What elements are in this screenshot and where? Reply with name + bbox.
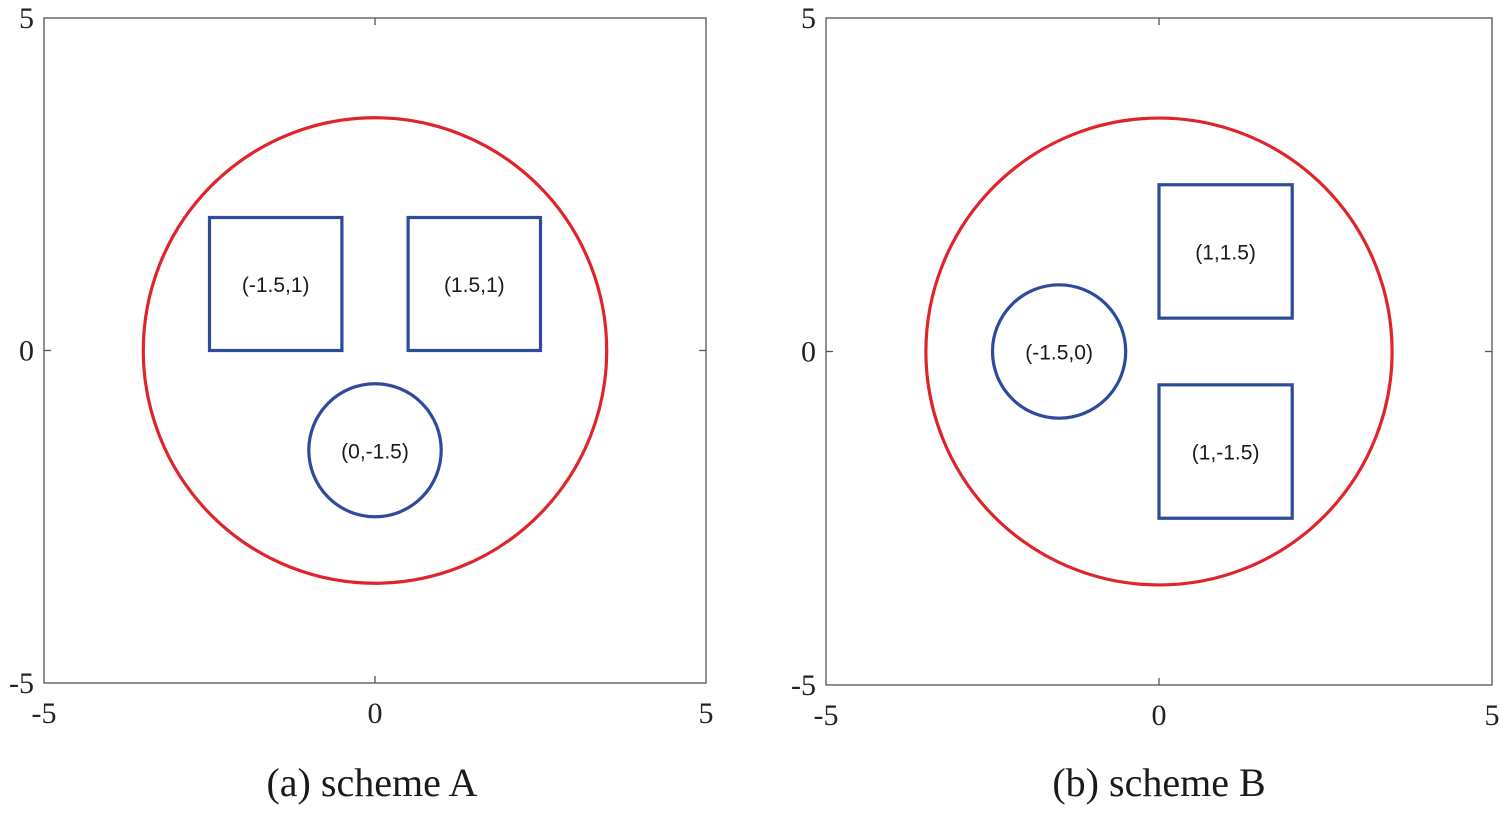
obstacle-square [207,215,344,353]
y-tick-label: -5 [791,669,816,702]
obstacle-center-label: (1.5,1) [444,274,505,297]
obstacle-center-label: (-1.5,0) [1025,342,1093,365]
obstacle-center-label: (-1.5,1) [242,274,310,297]
domain-boundary-circle [141,116,609,585]
obstacle-center-label: (1,1.5) [1195,241,1256,264]
y-tick-label: 0 [19,335,34,368]
y-tick-label: 5 [19,2,34,35]
obstacle-center-label: (0,-1.5) [341,440,409,463]
obstacle-circle [990,283,1128,420]
obstacle-square [1157,183,1294,320]
obstacle-square [406,215,543,353]
domain-boundary-circle [924,116,1394,587]
panel-scheme-a: -5 0 5 5 0 -5 (-1.5,1) (1.5,1) (0,-1.5) (a) schem… [9,2,714,805]
x-tick-label: 0 [1152,699,1167,732]
obstacle-center-label: (1,-1.5) [1192,442,1260,465]
y-tick-label: -5 [9,667,34,700]
obstacle-circle [307,382,443,519]
panel-scheme-b: -5 0 5 5 0 -5 (1,1.5) (1,-1.5) (-1.5,0) (b) schem… [791,2,1500,805]
x-tick-label: 0 [368,697,383,730]
panel-caption: (a) scheme A [266,760,477,805]
x-tick-label: -5 [814,699,839,732]
obstacle-square [1157,383,1294,520]
x-tick-label: 5 [699,697,714,730]
x-tick-label: -5 [32,697,57,730]
panel-caption: (b) scheme B [1052,760,1265,805]
x-tick-label: 5 [1485,699,1500,732]
y-tick-label: 0 [801,336,816,369]
y-tick-label: 5 [801,2,816,35]
